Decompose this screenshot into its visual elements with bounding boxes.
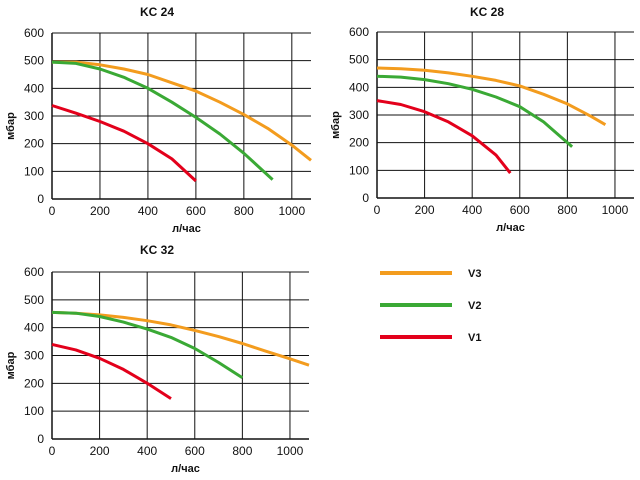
series-line-v2 xyxy=(51,310,244,380)
y-tick-label: 300 xyxy=(24,109,44,123)
series-line-v3 xyxy=(376,66,607,126)
chart-title: KC 24 xyxy=(140,5,174,19)
x-axis-label: л/час xyxy=(171,463,200,475)
series-line-v2 xyxy=(51,60,274,181)
x-tick-label: 0 xyxy=(374,203,381,217)
x-tick-label: 400 xyxy=(138,204,158,218)
y-tick-label: 300 xyxy=(24,349,44,363)
y-tick-label: 600 xyxy=(24,26,44,40)
series-line-v3 xyxy=(52,60,312,162)
y-tick-label: 0 xyxy=(362,191,369,205)
y-tick-label: 100 xyxy=(349,163,369,177)
x-tick-label: 800 xyxy=(234,204,254,218)
x-tick-label: 1000 xyxy=(278,204,305,218)
y-axis-label: мбар xyxy=(5,351,17,379)
x-tick-label: 800 xyxy=(557,203,577,217)
x-tick-label: 600 xyxy=(186,204,206,218)
x-tick-label: 1000 xyxy=(277,444,304,458)
chart-1: KC 24 0 100 200 300 400 500 600 0 200 400 600 800 100… xyxy=(5,5,312,235)
y-tick-label: 0 xyxy=(37,432,44,446)
legend-label-v2: V2 xyxy=(468,300,481,312)
y-tick-label: 600 xyxy=(24,265,44,279)
chart-title: KC 28 xyxy=(470,5,504,19)
y-tick-label: 200 xyxy=(24,376,44,390)
y-tick-label: 200 xyxy=(24,137,44,151)
y-tick-label: 300 xyxy=(349,108,369,122)
chart-3: KC 32 0 100 200 300 400 500 600 0 200 400 600 800 100… xyxy=(5,243,310,475)
x-tick-label: 200 xyxy=(90,444,110,458)
x-axis-label: л/час xyxy=(172,223,201,235)
x-tick-label: 200 xyxy=(415,203,435,217)
y-tick-label: 200 xyxy=(349,136,369,150)
chart-2: KC 28 0 100 200 300 400 500 600 0 200 400 600 800 100… xyxy=(330,5,634,234)
x-tick-label: 600 xyxy=(510,203,530,217)
y-tick-label: 400 xyxy=(349,80,369,94)
series-line-v1 xyxy=(51,104,197,183)
y-tick-label: 500 xyxy=(24,54,44,68)
x-tick-label: 800 xyxy=(232,444,252,458)
y-tick-label: 500 xyxy=(349,53,369,67)
x-tick-label: 0 xyxy=(49,444,56,458)
y-tick-label: 600 xyxy=(349,25,369,39)
series-line-v1 xyxy=(51,342,172,400)
y-tick-label: 0 xyxy=(37,192,44,206)
y-tick-label: 500 xyxy=(24,293,44,307)
y-tick-label: 100 xyxy=(24,164,44,178)
series-line-v2 xyxy=(376,74,574,148)
series-line-v3 xyxy=(51,310,310,367)
x-tick-label: 600 xyxy=(185,444,205,458)
x-tick-label: 400 xyxy=(137,444,157,458)
legend-label-v1: V1 xyxy=(468,332,481,344)
y-tick-label: 400 xyxy=(24,81,44,95)
y-axis-label: мбар xyxy=(330,111,342,139)
x-tick-label: 400 xyxy=(462,203,482,217)
x-tick-label: 0 xyxy=(49,204,56,218)
legend-label-v3: V3 xyxy=(468,268,481,280)
series-line-v1 xyxy=(376,99,512,175)
legend: V3 V2 V1 xyxy=(380,268,481,344)
x-tick-label: 1000 xyxy=(602,203,629,217)
x-axis-label: л/час xyxy=(496,222,525,234)
chart-title: KC 32 xyxy=(140,243,174,257)
y-tick-label: 100 xyxy=(24,404,44,418)
y-tick-label: 400 xyxy=(24,321,44,335)
x-tick-label: 200 xyxy=(90,204,110,218)
y-axis-label: мбар xyxy=(5,112,17,140)
